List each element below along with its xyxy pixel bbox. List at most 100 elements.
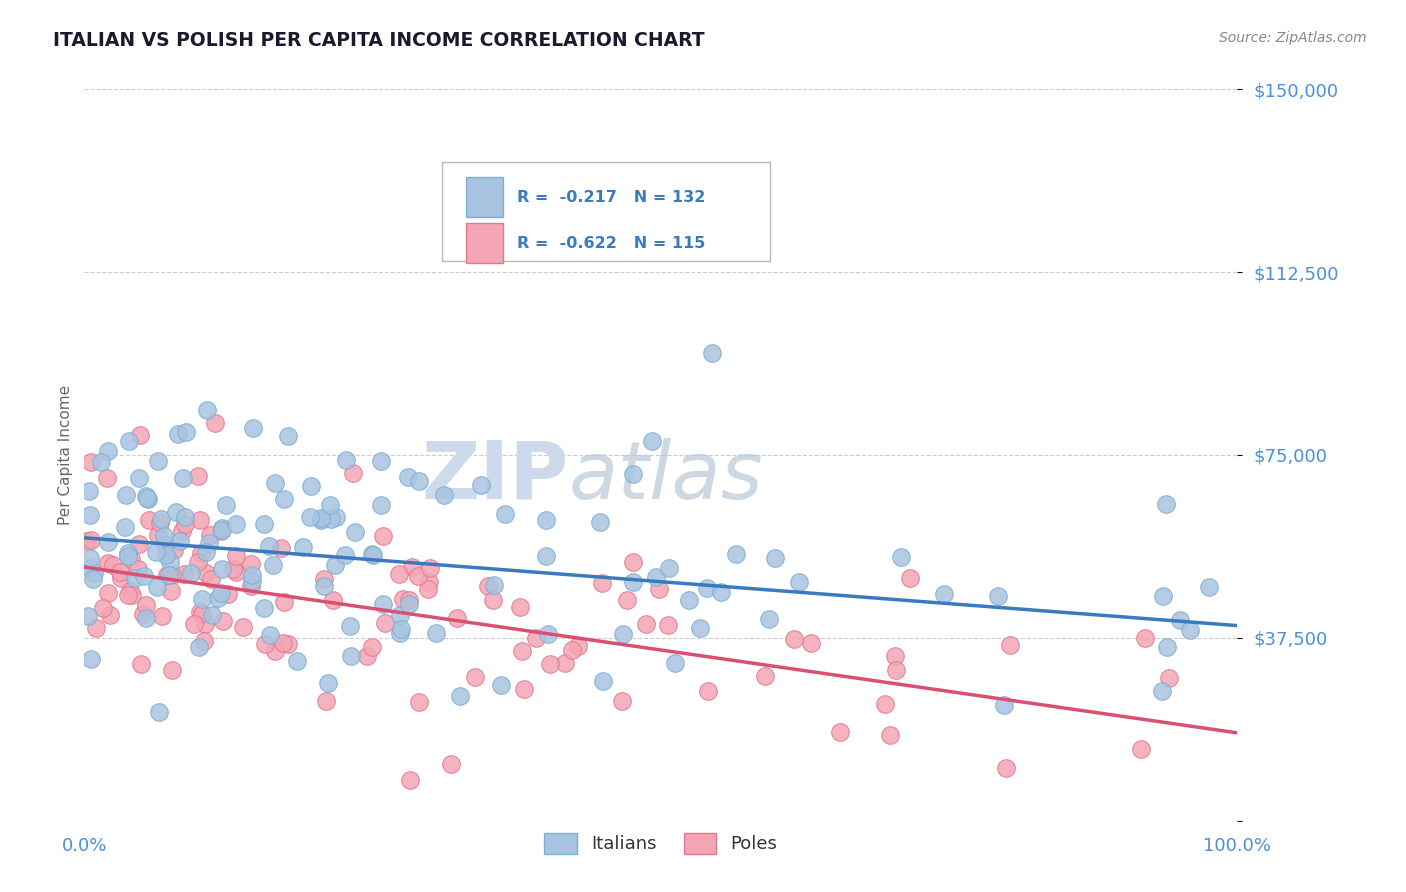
Point [371, 597, 394, 611]
Text: atlas: atlas [568, 438, 763, 516]
Point [262, 558, 284, 573]
Point [129, 428, 152, 442]
Point [259, 628, 281, 642]
Point [879, 728, 901, 742]
Point [389, 608, 412, 623]
Point [482, 593, 505, 607]
Point [97, 556, 120, 570]
Point [166, 427, 188, 442]
Point [388, 567, 411, 582]
Point [180, 566, 202, 581]
Point [342, 466, 364, 480]
Point [440, 757, 463, 772]
Point [117, 434, 139, 449]
Point [489, 678, 512, 692]
Point [995, 761, 1018, 775]
Point [108, 566, 131, 580]
Point [135, 489, 157, 503]
Point [399, 772, 422, 787]
Point [561, 642, 583, 657]
Point [277, 429, 299, 443]
FancyBboxPatch shape [441, 162, 770, 261]
Point [610, 694, 633, 708]
Point [657, 618, 679, 632]
Point [97, 443, 120, 458]
Point [323, 558, 346, 573]
Point [174, 516, 197, 531]
Point [898, 571, 921, 585]
Point [1180, 624, 1202, 638]
Point [254, 637, 277, 651]
Point [1152, 684, 1174, 698]
Point [616, 592, 638, 607]
Point [408, 568, 430, 582]
Point [159, 556, 181, 570]
Point [464, 669, 486, 683]
Point [150, 609, 173, 624]
Point [396, 470, 419, 484]
Point [127, 561, 149, 575]
Point [101, 558, 124, 572]
Point [612, 626, 634, 640]
Point [309, 511, 332, 525]
Point [271, 636, 294, 650]
Point [138, 513, 160, 527]
Point [567, 639, 589, 653]
Point [408, 695, 430, 709]
Point [242, 421, 264, 435]
Point [641, 434, 664, 449]
Point [204, 416, 226, 430]
Legend: Italians, Poles: Italians, Poles [538, 828, 783, 859]
Point [374, 615, 396, 630]
Point [509, 599, 531, 614]
Point [433, 487, 456, 501]
Point [80, 455, 103, 469]
Point [389, 622, 412, 636]
Point [194, 566, 217, 580]
Point [339, 618, 361, 632]
Point [800, 636, 823, 650]
Point [710, 585, 733, 599]
Text: ITALIAN VS POLISH PER CAPITA INCOME CORRELATION CHART: ITALIAN VS POLISH PER CAPITA INCOME CORR… [53, 31, 704, 50]
Point [291, 540, 314, 554]
Point [117, 546, 139, 560]
Point [270, 541, 292, 555]
Point [725, 547, 748, 561]
Point [932, 587, 955, 601]
Point [129, 657, 152, 671]
Point [209, 524, 232, 538]
Point [512, 682, 534, 697]
Point [689, 621, 711, 635]
Point [240, 567, 263, 582]
Point [215, 498, 238, 512]
Point [392, 592, 415, 607]
Point [534, 549, 557, 563]
Point [401, 560, 423, 574]
Point [211, 521, 233, 535]
Point [79, 561, 101, 575]
Point [195, 403, 218, 417]
FancyBboxPatch shape [465, 223, 503, 263]
Point [91, 601, 114, 615]
Point [697, 684, 720, 698]
Point [998, 638, 1021, 652]
Point [589, 515, 612, 529]
Point [84, 621, 107, 635]
Point [621, 555, 644, 569]
Point [197, 535, 219, 549]
Point [172, 524, 194, 538]
Point [209, 586, 232, 600]
Point [163, 543, 186, 558]
Point [149, 516, 172, 531]
Point [231, 620, 253, 634]
Text: ZIP: ZIP [422, 438, 568, 516]
Point [758, 612, 780, 626]
Point [194, 616, 217, 631]
Point [82, 572, 104, 586]
Point [425, 626, 447, 640]
Point [993, 698, 1015, 712]
Point [225, 549, 247, 563]
Point [145, 545, 167, 559]
Point [96, 471, 118, 485]
Point [370, 454, 392, 468]
